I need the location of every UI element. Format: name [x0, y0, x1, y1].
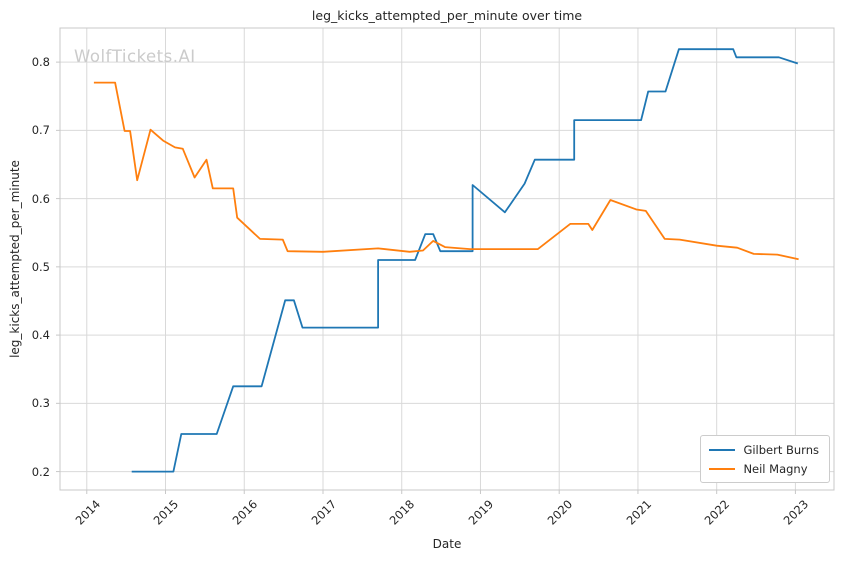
- y-tick-label: 0.2: [31, 464, 50, 479]
- legend-item-neil-magny: Neil Magny: [709, 461, 819, 476]
- legend-label: Gilbert Burns: [743, 442, 819, 457]
- x-axis-label: Date: [432, 537, 462, 551]
- series-line-neil-magny: [93, 81, 799, 261]
- plot-frame: [59, 27, 835, 491]
- legend: Gilbert Burns Neil Magny: [700, 435, 830, 483]
- y-tick-label: 0.3: [31, 396, 50, 411]
- chart-title: leg_kicks_attempted_per_minute over time: [311, 8, 583, 23]
- y-tick-label: 0.5: [31, 259, 50, 274]
- y-tick-label: 0.6: [31, 191, 50, 206]
- y-tick-label: 0.8: [31, 55, 50, 70]
- watermark: WolfTickets.AI: [74, 47, 196, 66]
- y-tick-label: 0.7: [31, 123, 50, 138]
- y-tick-label: 0.4: [31, 328, 50, 343]
- legend-line-swatch: [709, 448, 736, 451]
- series-line-gilbert-burns: [131, 48, 799, 473]
- legend-line-swatch: [709, 467, 736, 470]
- legend-label: Neil Magny: [743, 461, 808, 476]
- legend-item-gilbert-burns: Gilbert Burns: [709, 442, 819, 457]
